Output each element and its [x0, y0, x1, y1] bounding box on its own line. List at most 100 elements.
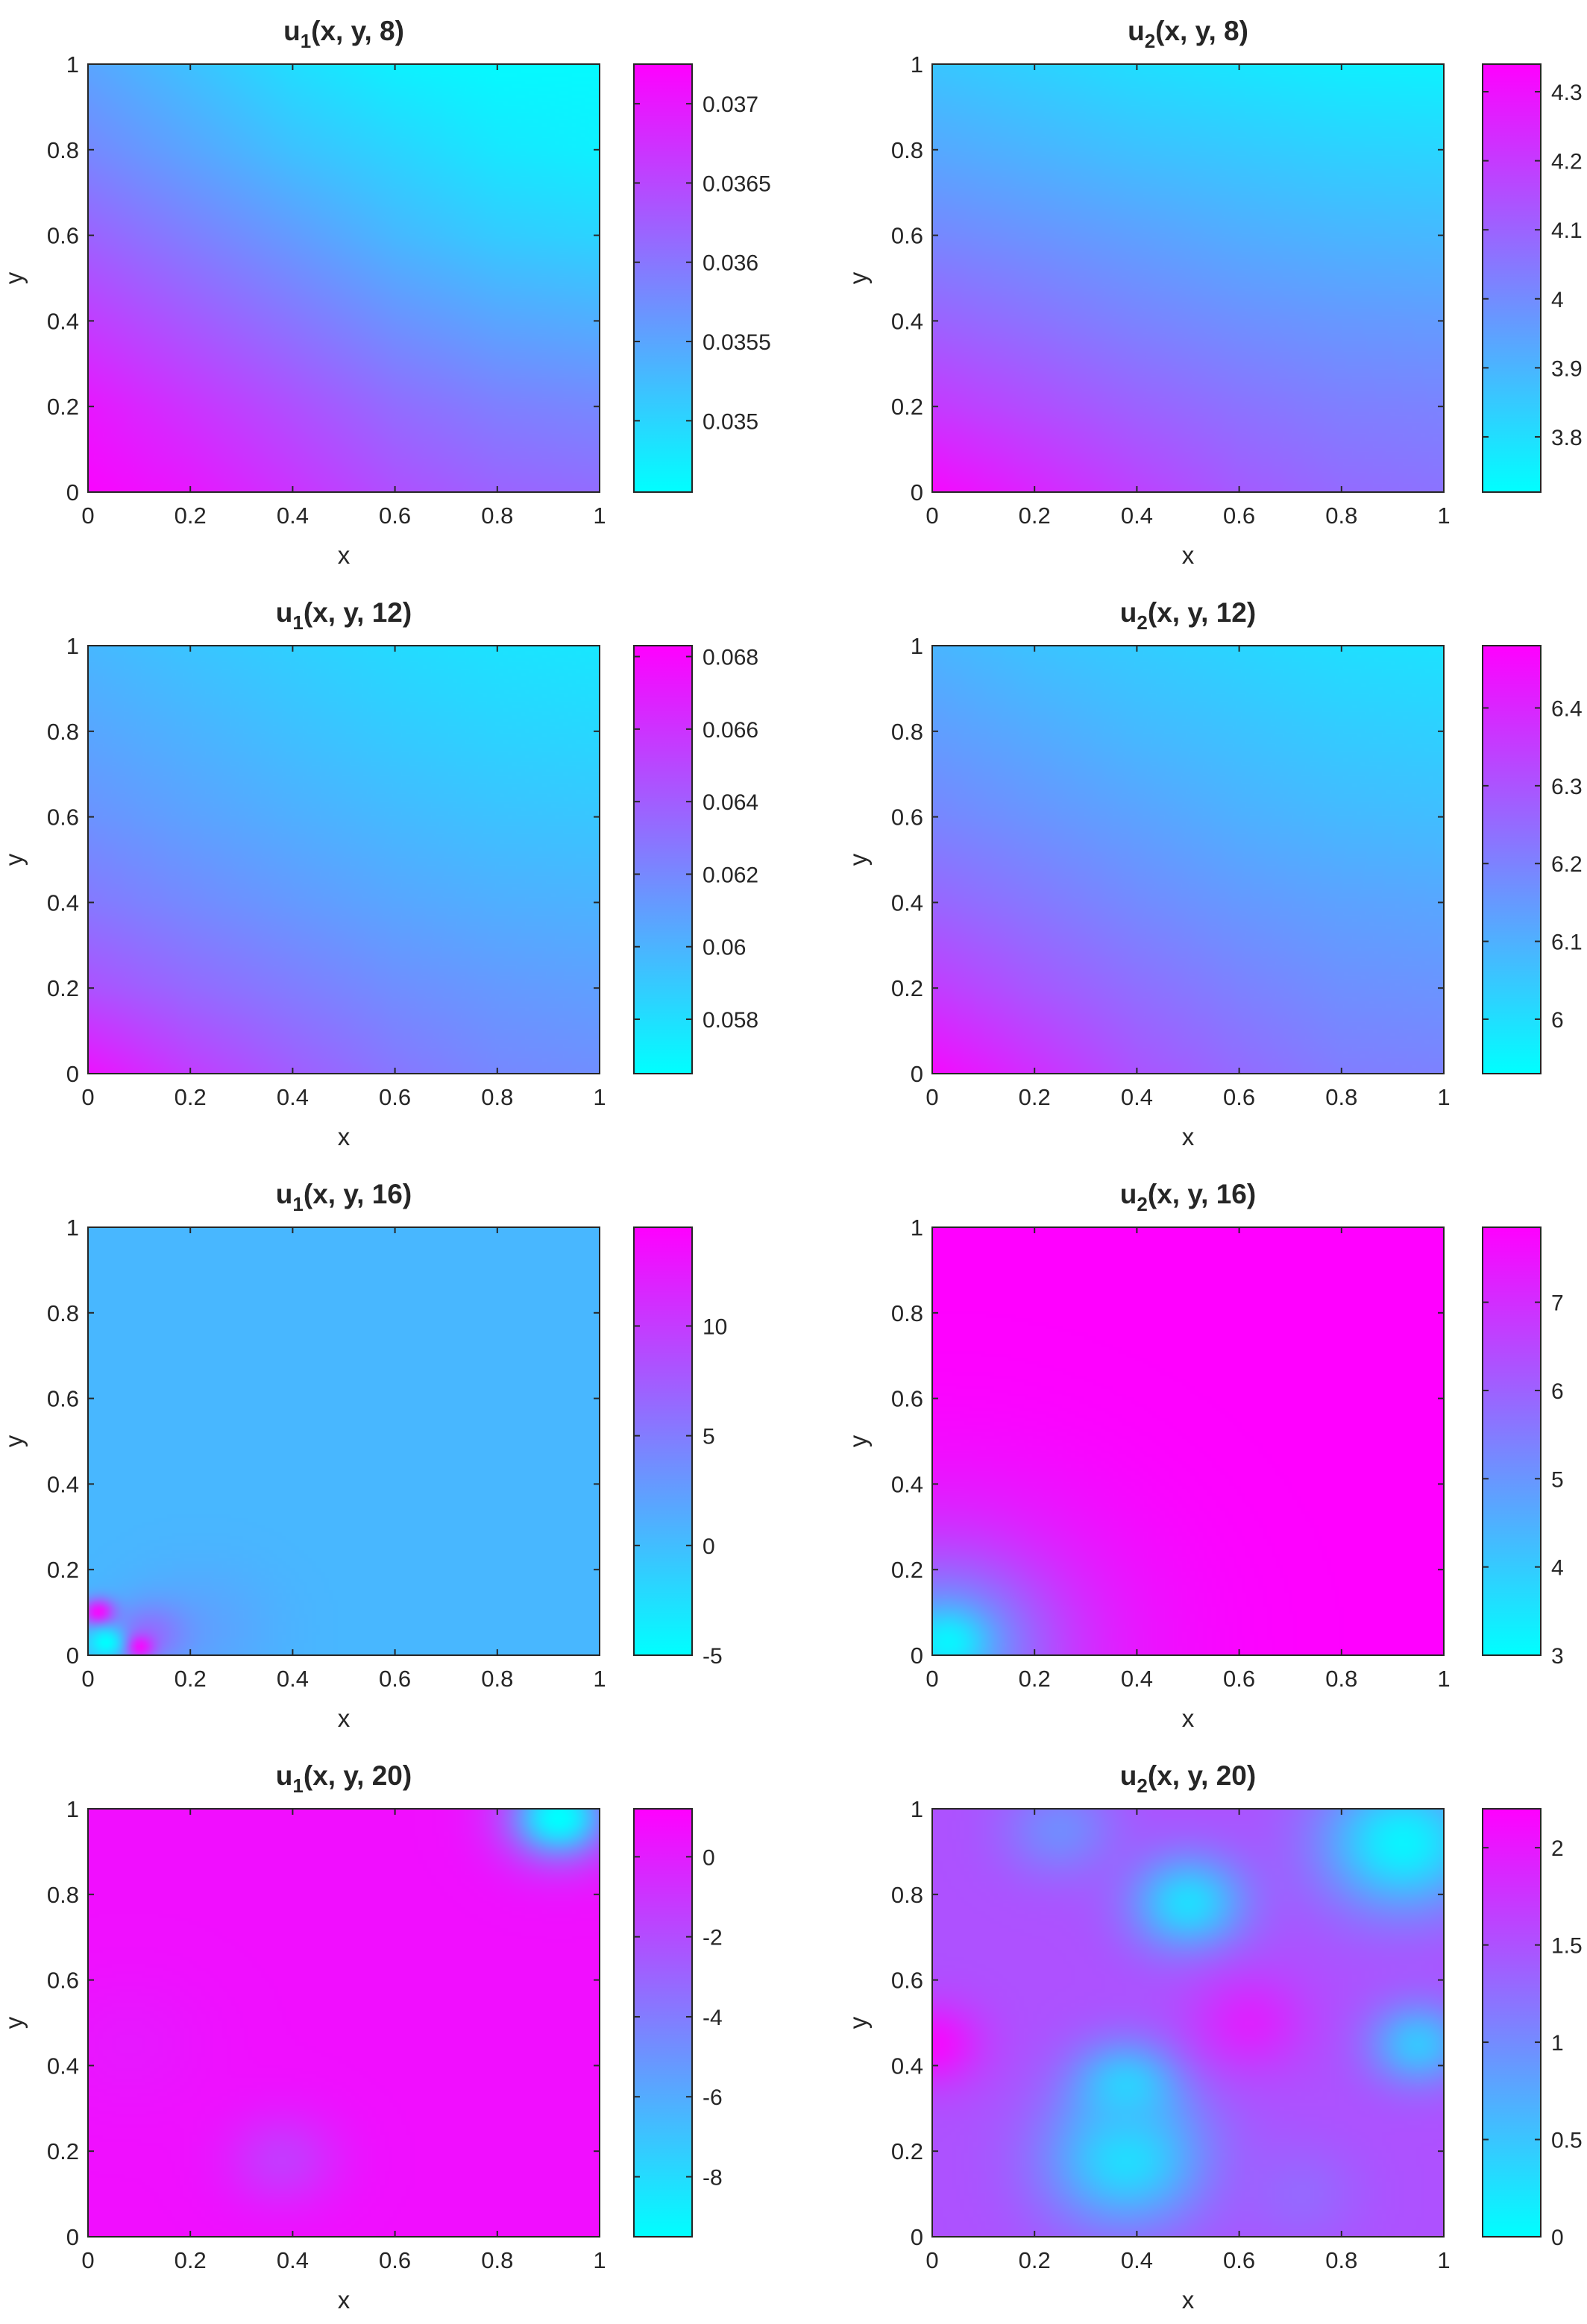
y-tick-label: 1 [66, 1215, 79, 1241]
colorbar-tick-label: 3 [1551, 1644, 1564, 1669]
x-tick-label: 0 [926, 2247, 938, 2273]
x-tick-label: 0.8 [481, 1084, 513, 1110]
x-tick-label: 0.4 [1121, 2247, 1153, 2273]
y-tick-label: 0 [911, 479, 923, 506]
y-axis-label: y [0, 1435, 28, 1447]
colorbar-tick-label: 0.058 [703, 1008, 758, 1033]
plot-frame [931, 63, 1445, 493]
x-tick-label: 0 [81, 2247, 94, 2273]
x-axis-label: x [1182, 1704, 1195, 1732]
y-tick-label: 0.2 [47, 975, 79, 1001]
x-tick-label: 0.2 [1019, 503, 1051, 529]
colorbar-tick-label: 4.3 [1551, 81, 1583, 105]
x-tick-label: 0.6 [1223, 2247, 1255, 2273]
x-tick-label: 0.4 [277, 2247, 309, 2273]
x-tick-label: 0 [81, 503, 94, 529]
x-tick-label: 1 [1437, 503, 1450, 529]
heatmap-field [88, 646, 600, 1074]
y-tick-label: 0.6 [891, 1968, 923, 1994]
y-tick-label: 0 [66, 479, 79, 506]
colorbar-tick-label: -2 [703, 1926, 723, 1950]
colorbar [633, 1226, 693, 1656]
colorbar-tick-label: 1.5 [1551, 1934, 1583, 1959]
x-tick-label: 0.2 [175, 503, 207, 529]
x-axis-label: x [338, 1123, 351, 1150]
plot-frame [931, 1226, 1445, 1656]
y-tick-label: 1 [66, 633, 79, 659]
y-tick-label: 0.4 [47, 2053, 79, 2079]
x-tick-label: 0.4 [277, 1084, 309, 1110]
y-axis-label: y [0, 271, 28, 284]
x-axis-label: x [1182, 541, 1195, 569]
y-tick-label: 0.6 [47, 1386, 79, 1412]
heatmap-field [932, 64, 1444, 492]
chart-title: u1(x, y, 12) [276, 597, 412, 634]
y-axis-label: y [844, 853, 872, 866]
colorbar-tick-label: 1 [1551, 2031, 1564, 2056]
chart-title: u1(x, y, 16) [276, 1179, 412, 1215]
colorbar [633, 63, 693, 493]
y-tick-label: 0.6 [47, 1968, 79, 1994]
y-tick-label: 1 [911, 1796, 923, 1822]
y-tick-label: 0 [66, 1061, 79, 1087]
x-tick-label: 1 [593, 1084, 606, 1110]
y-tick-label: 0.8 [47, 137, 79, 163]
y-tick-label: 0.6 [891, 223, 923, 249]
x-tick-label: 0.4 [277, 1666, 309, 1692]
heatmap-panel: 0 0.2 0.4 0.6 0.8 1 0 0.2 0.4 0.6 0.8 1 x y u2(x, y, 8… [844, 16, 1583, 569]
chart-title: u2(x, y, 16) [1120, 1179, 1256, 1215]
x-tick-label: 0.8 [1325, 503, 1357, 529]
y-tick-label: 0.2 [47, 1557, 79, 1583]
y-tick-label: 1 [66, 1796, 79, 1822]
x-tick-label: 0 [81, 1666, 94, 1692]
y-tick-label: 0.2 [891, 1557, 923, 1583]
chart-title: u2(x, y, 12) [1120, 597, 1256, 634]
y-tick-label: 0.4 [891, 1471, 923, 1497]
colorbar-tick-label: 6 [1551, 1379, 1564, 1404]
y-tick-label: 1 [66, 51, 79, 78]
colorbar-tick-label: -8 [703, 2166, 723, 2191]
colorbar [1482, 645, 1542, 1074]
y-tick-label: 0.2 [891, 975, 923, 1001]
colorbar-tick-label: 0.068 [703, 646, 758, 670]
y-tick-label: 0.8 [47, 1882, 79, 1908]
x-tick-label: 0.8 [481, 503, 513, 529]
colorbar [1482, 63, 1542, 493]
x-tick-label: 0.6 [1223, 1084, 1255, 1110]
x-tick-label: 0.2 [175, 2247, 207, 2273]
x-axis-label: x [1182, 1123, 1195, 1150]
y-tick-label: 0 [911, 1643, 923, 1669]
heatmap-field [932, 1809, 1444, 2237]
y-tick-label: 0 [911, 1061, 923, 1087]
x-axis-label: x [338, 2286, 351, 2314]
colorbar-tick-label: 0.064 [703, 790, 758, 815]
heatmap-field [88, 64, 600, 492]
y-tick-label: 1 [911, 51, 923, 78]
x-tick-label: 1 [1437, 1666, 1450, 1692]
x-tick-label: 0.6 [1223, 503, 1255, 529]
x-tick-label: 0.2 [1019, 2247, 1051, 2273]
colorbar-tick-label: 0.035 [703, 409, 758, 434]
plot-frame [931, 1808, 1445, 2238]
colorbar-tick-label: 4 [1551, 288, 1564, 312]
y-axis-label: y [0, 853, 28, 866]
colorbar-tick-label: 0.037 [703, 92, 758, 117]
x-tick-label: 1 [1437, 2247, 1450, 2273]
x-tick-label: 0.8 [481, 1666, 513, 1692]
plot-frame [87, 1808, 600, 2238]
heatmap-field [88, 1227, 600, 1655]
plot-frame [87, 1226, 600, 1656]
plot-frame [87, 645, 600, 1074]
colorbar-tick-label: 4 [1551, 1556, 1564, 1581]
y-tick-label: 0.6 [891, 1386, 923, 1412]
x-tick-label: 0.6 [379, 1666, 411, 1692]
y-tick-label: 0.4 [891, 2053, 923, 2079]
heatmap-panel: 0 0.2 0.4 0.6 0.8 1 0 0.2 0.4 0.6 0.8 1 x y u2(x, y, 2… [844, 1760, 1583, 2314]
chart-title: u2(x, y, 20) [1120, 1760, 1256, 1797]
colorbar-tick-label: 0 [703, 1845, 715, 1870]
heatmap-panel: 0 0.2 0.4 0.6 0.8 1 0 0.2 0.4 0.6 0.8 1 x y u1(x, y, 8… [0, 16, 771, 569]
x-tick-label: 0.2 [1019, 1084, 1051, 1110]
colorbar-tick-label: 3.8 [1551, 426, 1583, 450]
y-tick-label: 1 [911, 633, 923, 659]
